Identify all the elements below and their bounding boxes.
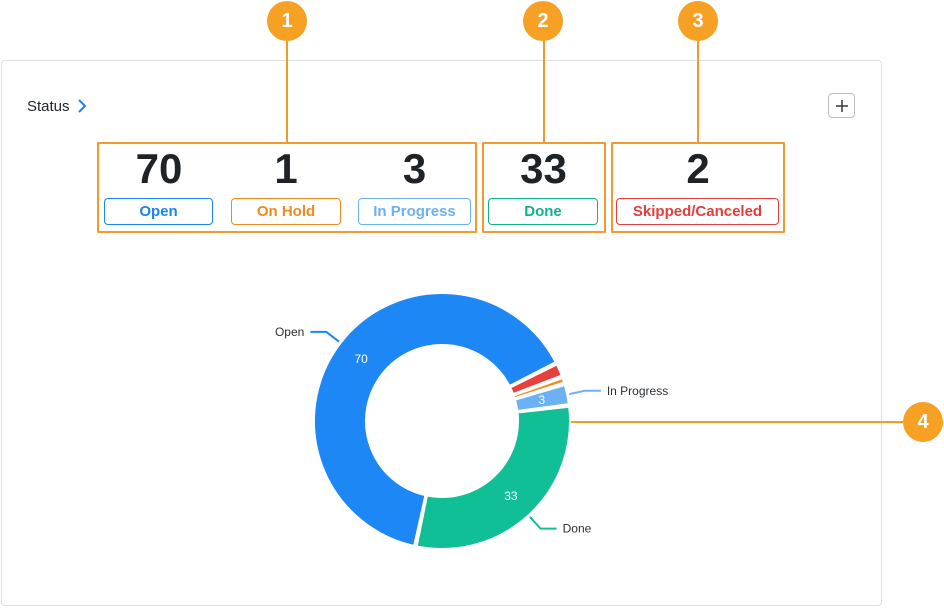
callout-line-4 xyxy=(565,421,905,423)
stat-done-count: 33 xyxy=(520,145,567,192)
stat-on-hold-count: 1 xyxy=(274,145,298,192)
callout-label-open: Open xyxy=(275,325,304,339)
callout-line-2 xyxy=(543,38,545,144)
panel-title: Status xyxy=(27,97,70,115)
highlight-box-3 xyxy=(611,142,785,233)
callout-badge-4: 4 xyxy=(903,402,943,442)
callout-badge-3: 3 xyxy=(678,1,718,41)
stat-in-progress: 3 In Progress xyxy=(357,145,472,230)
in-progress-filter-button[interactable]: In Progress xyxy=(358,198,471,225)
chevron-right-icon xyxy=(77,99,86,113)
callout-line-1 xyxy=(286,38,288,144)
skipped-canceled-filter-button[interactable]: Skipped/Canceled xyxy=(616,198,779,225)
stat-done: 33 Done xyxy=(487,145,600,230)
stat-on-hold: 1 On Hold xyxy=(230,145,342,230)
callout-line-in-progress xyxy=(568,389,601,396)
donut-value-done: 33 xyxy=(504,489,518,503)
donut-slice-open[interactable] xyxy=(313,292,557,547)
stat-skipped-canceled-count: 2 xyxy=(686,145,710,192)
add-button[interactable] xyxy=(828,93,855,118)
donut-value-in-progress: 3 xyxy=(538,393,545,407)
callout-label-done: Done xyxy=(563,522,592,536)
highlight-box-2 xyxy=(482,142,606,233)
callout-line-3 xyxy=(697,38,699,144)
highlight-box-1 xyxy=(97,142,477,233)
donut-slice-on-hold[interactable] xyxy=(512,377,566,400)
stat-in-progress-count: 3 xyxy=(402,145,427,192)
donut-slice-skipped-canceled[interactable] xyxy=(509,363,563,396)
stat-open-count: 70 xyxy=(135,145,183,192)
donut-value-open: 70 xyxy=(355,352,369,366)
donut-slice-in-progress[interactable] xyxy=(513,384,570,412)
callout-label-in-progress: In Progress xyxy=(607,384,668,398)
plus-icon xyxy=(835,99,848,112)
callout-line-done xyxy=(529,516,557,530)
stat-skipped-canceled: 2 Skipped/Canceled xyxy=(615,145,781,230)
status-title-link[interactable]: Status xyxy=(27,96,88,116)
donut-slice-done[interactable] xyxy=(415,405,571,550)
callout-badge-1: 1 xyxy=(267,1,307,41)
stat-open: 70 Open xyxy=(103,145,215,230)
callout-badge-2: 2 xyxy=(523,1,563,41)
open-filter-button[interactable]: Open xyxy=(104,198,213,225)
done-filter-button[interactable]: Done xyxy=(488,198,598,225)
callout-line-open xyxy=(310,330,340,343)
on-hold-filter-button[interactable]: On Hold xyxy=(231,198,341,225)
